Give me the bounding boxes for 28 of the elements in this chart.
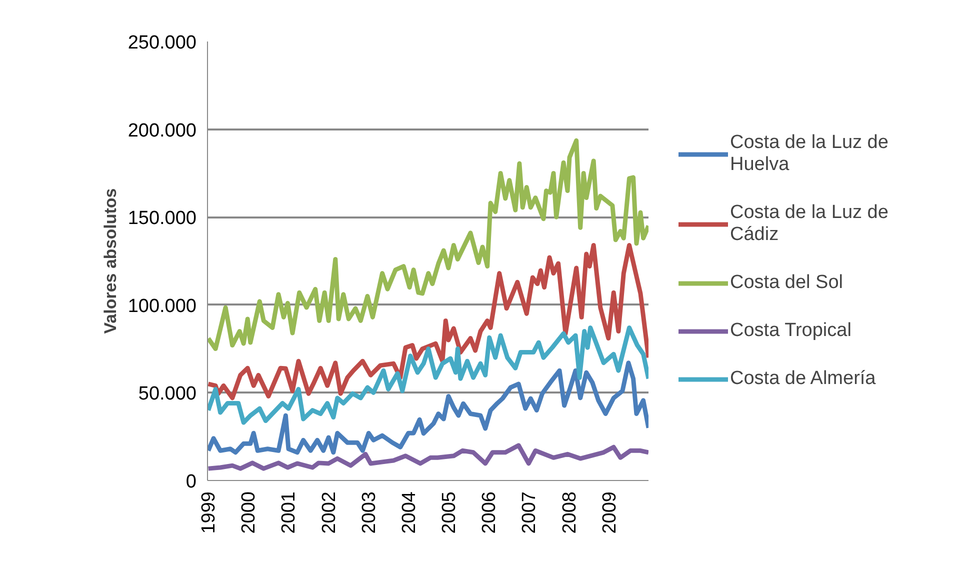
x-tick-label: 2001 [278, 491, 300, 534]
legend-label: Costa de la Luz de Huelva [730, 132, 888, 176]
x-tick-label: 2003 [358, 491, 380, 534]
x-tick-label: 2002 [318, 491, 340, 534]
x-tick-label: 2009 [599, 491, 620, 534]
line-series [208, 242, 648, 400]
y-tick-label: 150.000 [128, 208, 197, 230]
line-series [208, 443, 648, 471]
y-axis-title: Valores absolutos [100, 188, 120, 334]
line-series [208, 325, 648, 425]
x-tick-label: 2005 [439, 491, 460, 534]
y-tick-label: 100.000 [128, 296, 197, 317]
y-tick-label: 50.000 [138, 384, 197, 405]
x-tick-label: 2007 [519, 491, 540, 534]
legend-label: Costa de la Luz de Cádiz [730, 202, 888, 246]
legend-label: Costa Tropical [730, 320, 852, 342]
x-tick-label: 2008 [559, 491, 580, 534]
x-tick-label: 2006 [479, 491, 500, 534]
x-tick-label: 1999 [198, 491, 220, 534]
line-series [208, 360, 648, 455]
y-tick-label: 0 [186, 472, 197, 492]
legend-label: Costa del Sol [730, 272, 844, 294]
y-tick-label: 250.000 [128, 32, 197, 54]
legend-label: Costa de Almería [730, 368, 876, 390]
y-tick-label: 200.000 [128, 120, 197, 142]
x-tick-label: 2000 [238, 491, 260, 534]
line-series [208, 138, 648, 352]
x-tick-label: 2004 [398, 491, 420, 534]
